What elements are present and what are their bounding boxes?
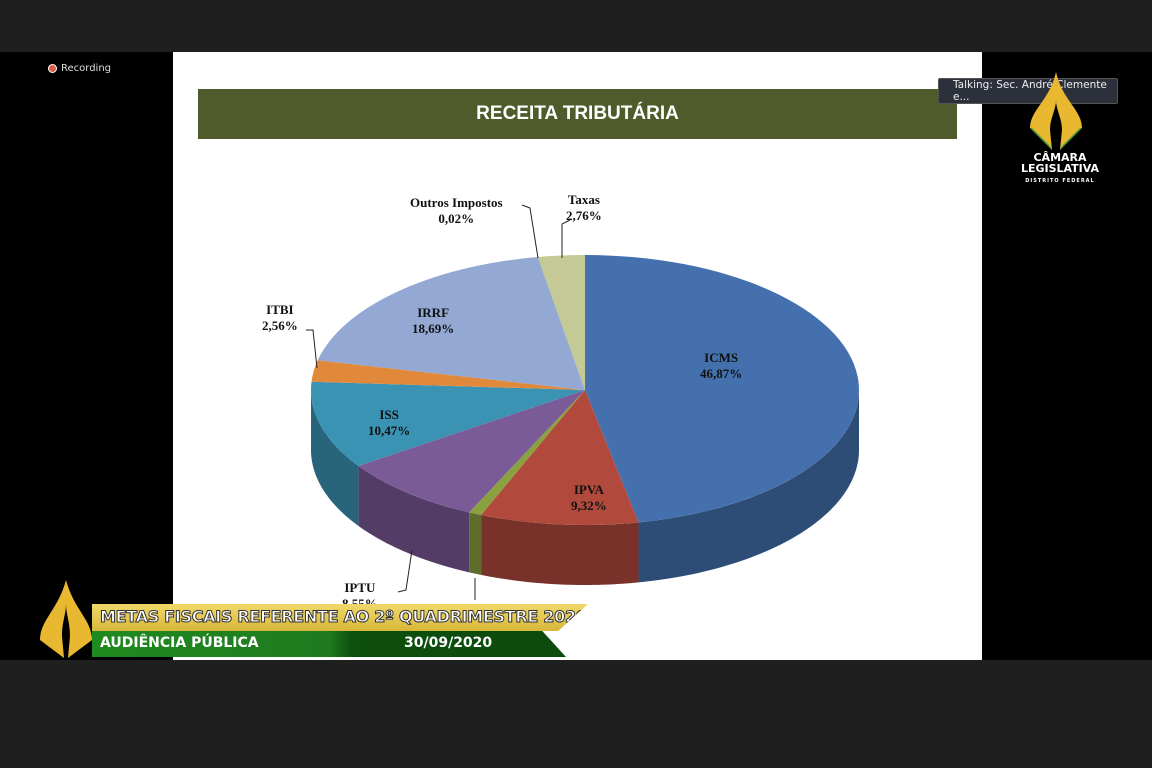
logo-line1: CÂMARA: [1033, 151, 1087, 164]
label-iss: ISS 10,47%: [368, 407, 410, 439]
recording-label: Recording: [61, 63, 112, 74]
label-iss-name: ISS: [379, 407, 399, 422]
slice-irrf: [317, 257, 585, 390]
logo-line2: LEGISLATIVA: [1020, 162, 1100, 175]
slice-side-iptu: [358, 465, 470, 573]
label-iss-value: 10,47%: [368, 423, 411, 438]
banner-title: METAS FISCAIS REFERENTE AO 2º QUADRIMEST…: [92, 604, 588, 631]
leader-line-iptu: [397, 549, 413, 593]
label-irrf-value: 18,69%: [412, 321, 455, 336]
banner-subtitle-text: AUDIÊNCIA PÚBLICA: [100, 635, 259, 651]
slice-ipva: [481, 390, 639, 525]
banner-subtitle: AUDIÊNCIA PÚBLICA 30/09/2020: [92, 631, 566, 657]
slice-side-icms: [638, 390, 859, 583]
label-itbi-value: 2,56%: [262, 318, 298, 333]
label-itbi: ITBI 2,56%: [262, 302, 298, 334]
slice-side-ipva: [481, 514, 639, 585]
slice-taxas: [537, 255, 585, 390]
label-iptu-name: IPTU: [344, 580, 376, 595]
label-ipva: IPVA 9,32%: [571, 482, 607, 514]
label-taxas-value: 2,76%: [566, 208, 602, 223]
label-outros-name: Outros Impostos: [410, 195, 503, 210]
recording-indicator: Recording: [48, 63, 111, 74]
slice-iss: [310, 381, 585, 466]
label-taxas: Taxas 2,76%: [566, 192, 602, 224]
slice-itbi: [311, 360, 585, 390]
leader-line-taxas: [561, 219, 571, 258]
label-irrf: IRRF 18,69%: [412, 305, 454, 337]
label-ipva-value: 9,32%: [571, 498, 607, 513]
label-itbi-name: ITBI: [266, 302, 294, 317]
label-irrf-name: IRRF: [417, 305, 450, 320]
slice-iptu: [358, 390, 585, 513]
slice-icms: [585, 255, 859, 523]
label-icms-value: 46,87%: [700, 366, 743, 381]
bottom-bar: [0, 660, 1152, 768]
slice-unlabeled: [469, 390, 585, 515]
label-outros: Outros Impostos 0,02%: [410, 195, 503, 227]
label-taxas-name: Taxas: [567, 192, 600, 207]
slice-side-iss: [311, 390, 359, 526]
leader-line-itbi: [306, 329, 318, 369]
slice-side-unlabeled: [469, 512, 482, 575]
leader-line-outros: [521, 204, 539, 259]
label-ipva-name: IPVA: [573, 482, 604, 497]
label-outros-value: 0,02%: [438, 211, 475, 226]
label-icms-name: ICMS: [704, 350, 739, 365]
camara-logo: CÂMARA LEGISLATIVA DISTRITO FEDERAL: [1010, 152, 1110, 187]
banner-title-text: METAS FISCAIS REFERENTE AO 2º QUADRIMEST…: [100, 607, 588, 627]
talking-indicator: Talking: Sec. André Clemente e...: [938, 78, 1118, 104]
top-bar: [0, 0, 1152, 52]
chart-title: RECEITA TRIBUTÁRIA: [198, 89, 957, 139]
label-icms: ICMS 46,87%: [700, 350, 742, 382]
recording-icon: [48, 64, 57, 73]
slice-outros-impostos: [537, 257, 585, 390]
banner-date: 30/09/2020: [404, 635, 493, 651]
logo-line3: DISTRITO FEDERAL: [1025, 178, 1095, 184]
